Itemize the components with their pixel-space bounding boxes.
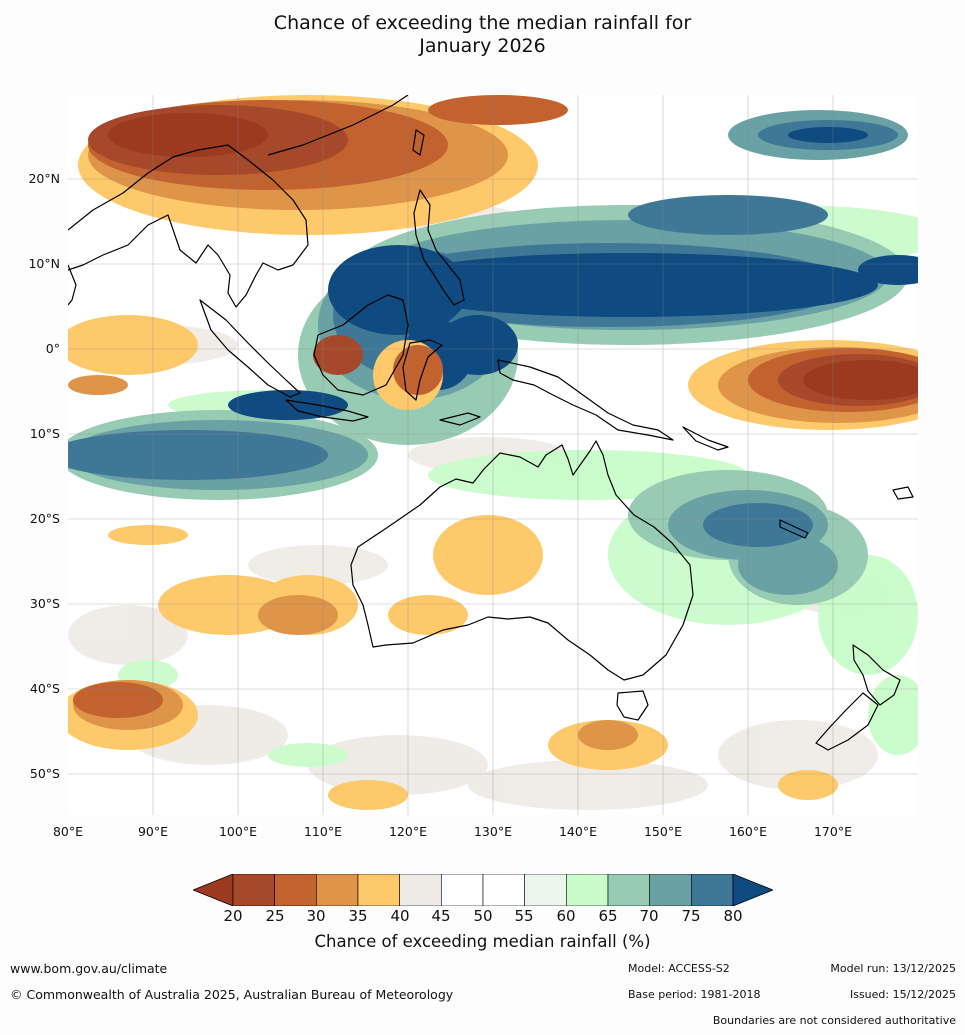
colorbar-box-25-30 (274, 873, 317, 907)
graticule (68, 95, 918, 815)
colorbar-box-30-35 (316, 873, 359, 907)
lat-label-30s: 30°S (29, 596, 60, 611)
colorbar-tick-80: 80 (723, 907, 743, 925)
colorbar-box-75-80 (691, 873, 734, 907)
chart-title-line1: Chance of exceeding the median rainfall … (273, 12, 692, 34)
lon-label-150e: 150°E (643, 824, 682, 839)
lat-label-50s: 50°S (29, 766, 60, 781)
colorbar-tick-70: 70 (639, 907, 659, 925)
below-median-extreme (108, 113, 918, 400)
model-name: Model: ACCESS-S2 (628, 962, 730, 975)
coastline-solomons (682, 426, 729, 451)
colorbar-tick-25: 25 (265, 907, 285, 925)
lon-label-80e: 80°E (52, 824, 84, 839)
issued-date: Issued: 15/12/2025 (849, 988, 956, 1001)
colorbar-box-40-45 (399, 873, 442, 907)
colorbar-tick-40: 40 (390, 907, 410, 925)
coastline-india-tip (68, 264, 77, 306)
lon-label-110e: 110°E (303, 824, 342, 839)
coastline-new-caledonia (779, 519, 809, 539)
coastline-philippines (413, 189, 465, 306)
chart-title-line2: January 2026 (419, 35, 546, 57)
lon-label-140e: 140°E (558, 824, 597, 839)
lon-label-90e: 90°E (137, 824, 169, 839)
colorbar-box-55-60 (524, 873, 567, 907)
model-run-date: Model run: 13/12/2025 (830, 962, 956, 975)
colorbar-tick-60: 60 (556, 907, 576, 925)
lat-label-10n: 10°N (28, 256, 60, 271)
coastline-borneo (313, 294, 409, 396)
colorbar-tick-45: 45 (431, 907, 451, 925)
coastline-nz-north (852, 644, 901, 706)
colorbar-tick-55: 55 (514, 907, 534, 925)
lat-label-20s: 20°S (29, 511, 60, 526)
coastline-fiji (892, 486, 914, 500)
coastline-sulawesi (402, 339, 443, 401)
colorbar-box-65-70 (607, 873, 650, 907)
coastline-china (267, 95, 409, 156)
colorbar-tick-20: 20 (223, 907, 243, 925)
rainfall-map (68, 95, 918, 815)
colorbar-box-35-40 (357, 873, 400, 907)
coastline-tasmania (616, 690, 649, 721)
boundaries-disclaimer: Boundaries are not considered authoritat… (712, 1014, 956, 1027)
lon-label-160e: 160°E (728, 824, 767, 839)
base-period: Base period: 1981-2018 (628, 988, 761, 1001)
lat-label-10s: 10°S (29, 426, 60, 441)
colorbar-extend-low (191, 873, 234, 907)
colorbar-tick-65: 65 (598, 907, 618, 925)
lat-label-20n: 20°N (28, 171, 60, 186)
colorbar-extend-high (732, 873, 775, 907)
colorbar-box-60-65 (566, 873, 609, 907)
coastline-java (285, 399, 369, 422)
colorbar (191, 873, 775, 907)
colorbar-box-50-55 (482, 873, 525, 907)
coastline-taiwan (412, 129, 425, 156)
coastline-sumatra (199, 299, 301, 398)
lat-label-0: 0° (45, 341, 60, 356)
colorbar-tick-50: 50 (473, 907, 493, 925)
colorbar-tick-35: 35 (348, 907, 368, 925)
coastlines (68, 95, 914, 751)
website-link[interactable]: www.bom.gov.au/climate (10, 961, 168, 976)
colorbar-label: Chance of exceeding median rainfall (%) (314, 932, 651, 951)
lon-label-100e: 100°E (218, 824, 257, 839)
colorbar-tick-75: 75 (681, 907, 701, 925)
colorbar-box-70-75 (649, 873, 692, 907)
lat-label-40s: 40°S (29, 681, 60, 696)
lon-label-120e: 120°E (388, 824, 427, 839)
coastline-australia (350, 440, 694, 681)
colorbar-box-45-50 (441, 873, 484, 907)
colorbar-tick-30: 30 (306, 907, 326, 925)
copyright-text: © Commonwealth of Australia 2025, Austra… (10, 987, 454, 1002)
colorbar-box-20-25 (232, 873, 275, 907)
coastline-timor (439, 412, 481, 426)
lon-label-170e: 170°E (813, 824, 852, 839)
coastline-nz-south (815, 692, 879, 751)
coastline-se-asia (68, 144, 309, 308)
coastline-new-guinea (497, 359, 674, 441)
lon-label-130e: 130°E (473, 824, 512, 839)
